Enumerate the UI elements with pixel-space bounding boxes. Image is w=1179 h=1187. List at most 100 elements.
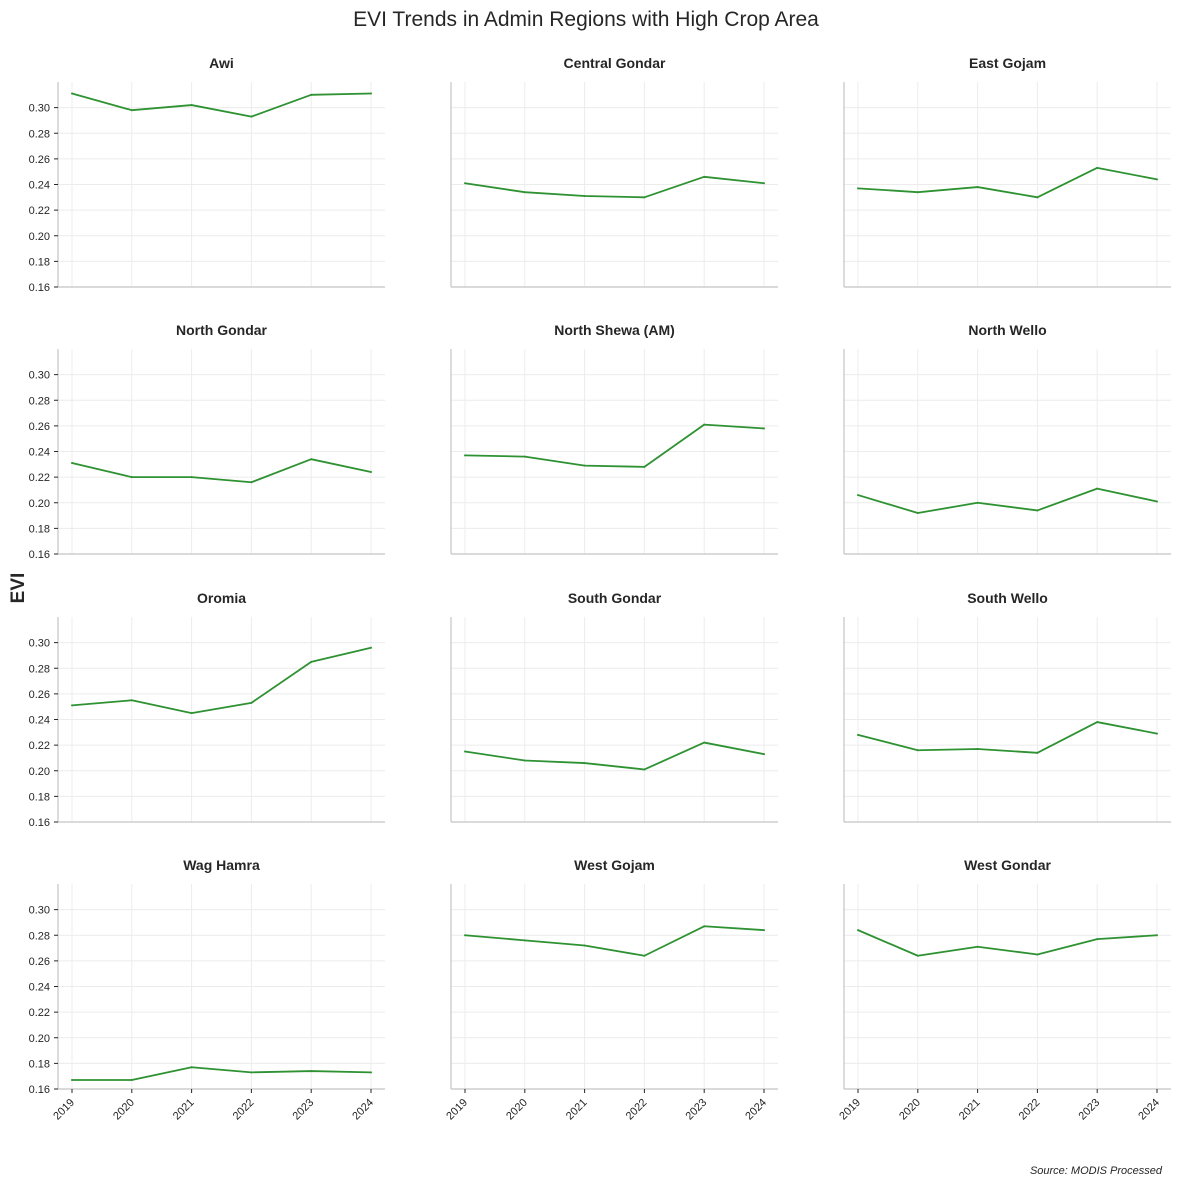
y-tick-label: 0.26 [29, 421, 50, 433]
y-tick-label: 0.26 [29, 154, 50, 166]
data-point [370, 92, 372, 95]
series-line [464, 741, 765, 771]
data-point [370, 1071, 372, 1074]
data-point [523, 759, 526, 762]
data-point [976, 945, 979, 948]
x-tick-label: 2019 [51, 1097, 77, 1123]
data-point [523, 455, 526, 458]
data-point [464, 454, 466, 457]
panel: 0.16 0.18 0.20 0.22 0.24 0.26 0.28 0.30 Awi [29, 55, 385, 294]
series-line [857, 166, 1158, 199]
series-line [72, 1066, 372, 1081]
y-tick-label: 0.22 [29, 1007, 50, 1019]
panel: 2019 2020 2021 2022 2023 2024 West Gojam [444, 857, 778, 1122]
x-tick-label: 2021 [564, 1097, 590, 1123]
data-point [130, 699, 133, 702]
data-point [250, 481, 253, 484]
panel-title: West Gojam [574, 857, 655, 873]
x-tick-label: 2019 [837, 1097, 863, 1123]
panel-title: Awi [209, 55, 234, 71]
panel: North Shewa (AM) [450, 322, 778, 555]
data-point [130, 476, 133, 479]
y-tick-label: 0.22 [29, 472, 50, 484]
y-tick-label: 0.20 [29, 231, 50, 243]
data-point [250, 115, 253, 118]
data-point [703, 925, 706, 928]
series-line [71, 458, 372, 484]
data-point [130, 109, 133, 112]
data-point [763, 753, 765, 756]
data-point [763, 427, 765, 430]
panel: South Wello [843, 590, 1171, 823]
data-point [916, 191, 919, 194]
data-point [857, 494, 859, 497]
x-tick-label: 2020 [111, 1097, 137, 1123]
panel: 2019 2020 2021 2022 2023 2024 West Gondar [837, 857, 1171, 1122]
data-point [1156, 178, 1158, 181]
panel-title: South Gondar [568, 590, 662, 606]
data-point [857, 187, 859, 190]
data-point [703, 175, 706, 178]
y-tick-label: 0.24 [29, 715, 50, 727]
panel-title: West Gondar [964, 857, 1051, 873]
series-line [857, 929, 1158, 957]
data-point [1036, 751, 1039, 754]
y-tick-label: 0.16 [29, 549, 50, 561]
data-point [763, 929, 765, 932]
y-tick-label: 0.30 [29, 905, 50, 917]
data-point [703, 741, 706, 744]
data-point [464, 182, 466, 185]
y-tick-label: 0.28 [29, 128, 50, 140]
y-tick-label: 0.30 [29, 103, 50, 115]
panel-title: North Shewa (AM) [554, 322, 675, 338]
panel: 0.16 0.18 0.20 0.22 0.24 0.26 0.28 0.30 Oromia [29, 590, 385, 829]
data-point [310, 1070, 313, 1073]
x-tick-label: 2022 [624, 1097, 650, 1123]
data-point [1156, 500, 1158, 503]
y-tick-label: 0.22 [29, 740, 50, 752]
y-tick-label: 0.22 [29, 205, 50, 217]
data-point [1036, 509, 1039, 512]
x-tick-label: 2024 [1136, 1097, 1162, 1123]
data-point [310, 93, 313, 96]
panel-title: Central Gondar [564, 55, 666, 71]
data-point [643, 768, 646, 771]
data-point [71, 704, 73, 707]
x-tick-label: 2019 [444, 1097, 470, 1123]
panel: South Gondar [450, 590, 778, 823]
series-line [71, 646, 372, 714]
data-point [310, 660, 313, 663]
data-point [1156, 732, 1158, 735]
y-tick-label: 0.16 [29, 282, 50, 294]
data-point [71, 1079, 73, 1082]
data-point [763, 182, 765, 185]
data-point [523, 939, 526, 942]
x-tick-label: 2023 [1077, 1097, 1103, 1123]
y-tick-label: 0.20 [29, 498, 50, 510]
y-tick-label: 0.26 [29, 689, 50, 701]
data-point [857, 929, 859, 932]
x-tick-label: 2020 [897, 1097, 923, 1123]
y-tick-label: 0.18 [29, 523, 50, 535]
data-point [703, 423, 706, 426]
x-tick-label: 2023 [291, 1097, 317, 1123]
x-tick-label: 2022 [1017, 1097, 1043, 1123]
data-point [916, 954, 919, 957]
data-point [250, 701, 253, 704]
series-line [464, 423, 765, 468]
x-tick-label: 2024 [743, 1097, 769, 1123]
data-point [857, 733, 859, 736]
panel-title: North Wello [968, 322, 1046, 338]
data-point [1096, 721, 1099, 724]
panel-title: East Gojam [969, 55, 1046, 71]
y-tick-label: 0.20 [29, 766, 50, 778]
series-line [464, 925, 765, 957]
data-point [190, 712, 193, 715]
panel: North Wello [843, 322, 1171, 555]
data-point [643, 954, 646, 957]
panel-title: North Gondar [176, 322, 268, 338]
data-point [1096, 487, 1099, 490]
y-axis-label: EVI [8, 573, 29, 604]
y-tick-label: 0.28 [29, 930, 50, 942]
